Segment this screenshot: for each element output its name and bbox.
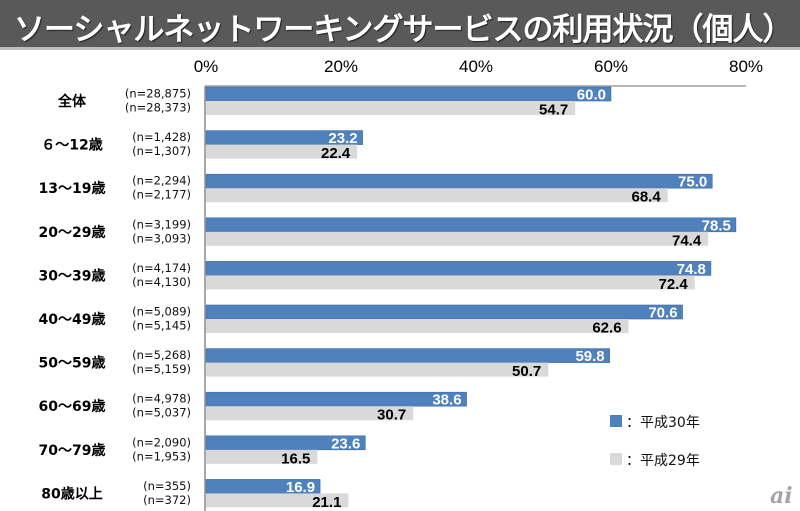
value-label-h30: 70.6 xyxy=(648,305,677,322)
n-label-h29: (n=4,130) xyxy=(132,275,191,289)
value-label-h29: 68.4 xyxy=(631,189,661,206)
legend: ：平成30年 ：平成29年 xyxy=(610,415,700,469)
value-label-h30: 78.5 xyxy=(702,217,731,234)
n-label-h29: (n=3,093) xyxy=(132,231,191,245)
n-label-h29: (n=5,037) xyxy=(132,406,191,420)
n-label-h29: (n=1,307) xyxy=(132,144,191,158)
title-bar: ソーシャルネットワーキングサービスの利用状況（個人） xyxy=(0,0,800,50)
chart-title: ソーシャルネットワーキングサービスの利用状況（個人） xyxy=(14,12,793,48)
x-tick-label: 20% xyxy=(324,57,358,76)
n-label-h30: (n=2,294) xyxy=(132,174,191,188)
n-label-h29: (n=2,177) xyxy=(132,188,191,202)
n-label-h30: (n=1,428) xyxy=(132,130,191,144)
n-label-h29: (n=28,373) xyxy=(125,101,191,115)
n-label-h30: (n=4,174) xyxy=(132,261,191,275)
n-label-h30: (n=2,090) xyxy=(132,435,191,449)
category-group xyxy=(205,86,612,115)
category-label: 全体 xyxy=(57,93,87,110)
category-label: 30～39歳 xyxy=(39,267,106,284)
category-group xyxy=(205,304,683,333)
category-group xyxy=(205,261,712,290)
bar-h29 xyxy=(206,101,576,115)
n-label-h29: (n=372) xyxy=(143,493,191,507)
x-tick-label: 40% xyxy=(459,57,493,76)
category-group xyxy=(205,348,610,377)
category-group xyxy=(205,479,349,508)
bar-h29 xyxy=(206,231,709,246)
value-label-h29: 50.7 xyxy=(512,363,541,380)
legend-swatch-h30 xyxy=(610,415,622,427)
value-label-h29: 21.1 xyxy=(312,494,341,511)
bar-h30 xyxy=(205,391,467,407)
x-axis-ticks: 0% 20% 40% 60% 80% xyxy=(194,57,763,76)
x-tick-label: 60% xyxy=(594,57,628,76)
legend-label-h30: ：平成30年 xyxy=(626,415,700,431)
value-label-h30: 75.0 xyxy=(678,174,707,191)
bar-h30 xyxy=(205,86,612,102)
category-label: 60～69歳 xyxy=(39,398,106,415)
x-tick-label: 0% xyxy=(194,57,219,76)
labels: 60.0 54.7 全体 (n=28,875)(n=28,373) 23.222.4 ６～… xyxy=(39,87,731,511)
category-label: 70～79歳 xyxy=(39,442,106,459)
legend-swatch-h29 xyxy=(610,453,622,465)
n-label-h30: (n=5,089) xyxy=(132,305,191,319)
category-group xyxy=(205,173,713,203)
bar-h29 xyxy=(206,275,695,290)
n-label-h30: (n=355) xyxy=(143,479,191,493)
value-label-h30: 23.6 xyxy=(331,435,360,452)
bar-h29 xyxy=(206,319,629,333)
bar-h29 xyxy=(206,144,358,159)
value-label-h30: 16.9 xyxy=(286,479,315,496)
legend-label-h29: ：平成29年 xyxy=(626,453,700,469)
value-label-h30: 38.6 xyxy=(432,392,461,409)
axes xyxy=(204,85,746,511)
bar-h29 xyxy=(206,449,318,464)
n-label-h30: (n=3,199) xyxy=(132,217,191,231)
bar-h30 xyxy=(205,217,737,233)
category-group xyxy=(205,435,366,464)
n-label-h30: (n=4,978) xyxy=(132,392,191,406)
value-label-h30: 60.0 xyxy=(577,87,606,104)
value-label-h29: 72.4 xyxy=(658,276,688,293)
n-label-h30: (n=28,875) xyxy=(125,87,191,101)
value-label-h29: 62.6 xyxy=(592,320,621,337)
category-label: 40～49歳 xyxy=(39,311,106,328)
value-label-h29: 74.4 xyxy=(672,232,702,249)
bar-h29 xyxy=(206,362,549,377)
category-label: 20～29歳 xyxy=(39,224,106,241)
bar-h30 xyxy=(205,348,610,363)
n-label-h29: (n=1,953) xyxy=(132,449,191,463)
value-label-h29: 22.4 xyxy=(321,145,351,162)
category-label: 50～59歳 xyxy=(39,355,106,372)
x-tick-label: 80% xyxy=(729,57,763,76)
bar-h30 xyxy=(205,261,712,276)
bar-h29 xyxy=(206,188,668,203)
category-group xyxy=(205,217,737,246)
bars xyxy=(205,86,737,508)
bar-h30 xyxy=(205,304,683,320)
value-label-h30: 59.8 xyxy=(575,348,604,365)
ai-logo: ai xyxy=(770,483,793,509)
n-label-h29: (n=5,145) xyxy=(132,319,191,333)
n-label-h29: (n=5,159) xyxy=(132,362,191,376)
bar-h29 xyxy=(206,493,349,508)
category-label: 13～19歳 xyxy=(39,180,106,197)
bar-h29 xyxy=(206,406,414,421)
n-label-h30: (n=5,268) xyxy=(132,348,191,362)
category-label: ６～12歳 xyxy=(41,137,102,154)
bar-h30 xyxy=(205,173,713,189)
value-label-h29: 30.7 xyxy=(377,407,406,424)
category-label: 80歳以上 xyxy=(41,485,102,502)
value-label-h29: 16.5 xyxy=(281,450,310,467)
value-label-h30: 23.2 xyxy=(328,130,357,147)
category-group xyxy=(205,130,363,159)
category-group xyxy=(205,391,467,421)
value-label-h29: 54.7 xyxy=(539,102,568,119)
value-label-h30: 74.8 xyxy=(677,261,706,278)
